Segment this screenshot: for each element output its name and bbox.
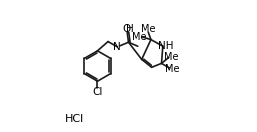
Text: NH: NH: [158, 41, 174, 51]
Text: O: O: [122, 24, 131, 34]
Text: N: N: [113, 42, 121, 52]
Text: Me: Me: [164, 64, 179, 74]
Text: HCl: HCl: [65, 114, 84, 124]
Text: Me: Me: [132, 32, 147, 42]
Text: Cl: Cl: [92, 87, 103, 97]
Text: Me: Me: [164, 52, 178, 62]
Text: Me: Me: [141, 24, 155, 34]
Text: H: H: [126, 24, 134, 34]
